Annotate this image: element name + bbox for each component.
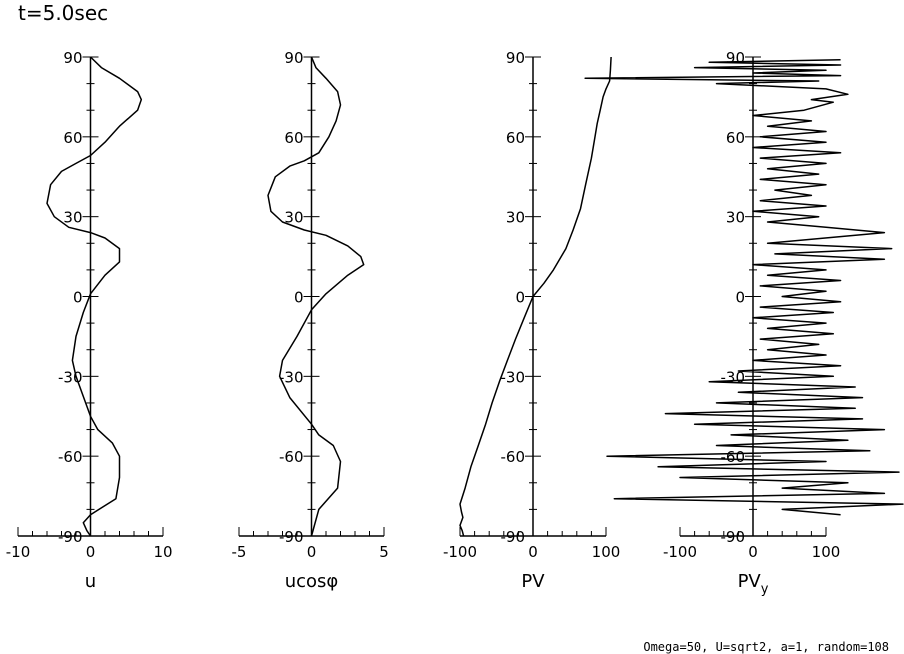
y-tick-label: 90 bbox=[284, 49, 303, 67]
y-tick-label: -90 bbox=[721, 528, 746, 546]
x-tick-label: -5 bbox=[232, 543, 247, 561]
y-tick-label: 60 bbox=[506, 129, 525, 147]
x-axis-label-pvy: PVy bbox=[738, 571, 769, 597]
x-tick-label: 0 bbox=[307, 543, 317, 561]
y-tick-label: 30 bbox=[506, 209, 525, 227]
y-tick-label: -90 bbox=[501, 528, 526, 546]
y-tick-label: 60 bbox=[726, 129, 745, 147]
y-tick-label: 0 bbox=[515, 289, 525, 307]
x-tick-label: 5 bbox=[379, 543, 389, 561]
y-tick-label: 0 bbox=[294, 289, 304, 307]
panel-ucosphi: -5 0 5 -90 -60 -30 0 30 60 90 ucosφ bbox=[232, 49, 389, 592]
y-tick-label: 0 bbox=[73, 289, 83, 307]
series-line-u bbox=[46, 56, 143, 537]
y-tick-label: -90 bbox=[58, 528, 83, 546]
panel-pv: -100 0 100 -90 -60 -30 0 30 60 90 PV bbox=[443, 49, 620, 592]
x-axis-label-text: u bbox=[85, 571, 96, 592]
panel-u: -10 0 10 -90 -60 -30 0 30 60 90 u bbox=[6, 49, 173, 592]
x-tick-label: 100 bbox=[592, 543, 621, 561]
y-tick-label: -60 bbox=[501, 448, 526, 466]
y-tick-label: 90 bbox=[63, 49, 82, 67]
x-tick-label: -100 bbox=[663, 543, 697, 561]
time-label: t=5.0sec bbox=[18, 1, 108, 25]
x-tick-label: 0 bbox=[86, 543, 96, 561]
y-tick-label: 30 bbox=[284, 209, 303, 227]
x-axis-label-pv: PV bbox=[521, 571, 545, 592]
y-tick-label: -30 bbox=[279, 368, 304, 386]
x-tick-label: -100 bbox=[443, 543, 477, 561]
y-tick-label: 60 bbox=[284, 129, 303, 147]
x-tick-label: 10 bbox=[153, 543, 172, 561]
y-tick-label: 30 bbox=[63, 209, 82, 227]
x-axis-label-text: PV bbox=[521, 571, 545, 592]
x-tick-label: 100 bbox=[812, 543, 841, 561]
x-axis-label-text: ucosφ bbox=[285, 571, 339, 592]
y-tick-label: 30 bbox=[726, 209, 745, 227]
y-tick-label: -30 bbox=[501, 368, 526, 386]
y-tick-label: 90 bbox=[506, 49, 525, 67]
y-tick-label: -60 bbox=[58, 448, 83, 466]
y-tick-label: -90 bbox=[279, 528, 304, 546]
x-tick-label: -10 bbox=[6, 543, 31, 561]
x-axis-label-subscript: y bbox=[761, 582, 769, 597]
x-axis-label-ucosphi: ucosφ bbox=[285, 571, 339, 592]
x-axis-label-u: u bbox=[85, 571, 96, 592]
x-tick-label: 0 bbox=[528, 543, 538, 561]
y-tick-label: -30 bbox=[58, 368, 83, 386]
series-line-pvy bbox=[584, 58, 904, 516]
y-tick-label: 90 bbox=[726, 49, 745, 67]
series-line-pv bbox=[459, 56, 612, 537]
series-line-ucosphi bbox=[267, 56, 365, 537]
footer-params: Omega=50, U=sqrt2, a=1, random=108 bbox=[643, 640, 889, 654]
y-tick-label: 60 bbox=[63, 129, 82, 147]
y-tick-label: 0 bbox=[735, 289, 745, 307]
x-axis-label-text: PV bbox=[738, 571, 762, 592]
y-tick-label: -60 bbox=[279, 448, 304, 466]
x-tick-label: 0 bbox=[748, 543, 758, 561]
y-tick-label: -60 bbox=[721, 448, 746, 466]
